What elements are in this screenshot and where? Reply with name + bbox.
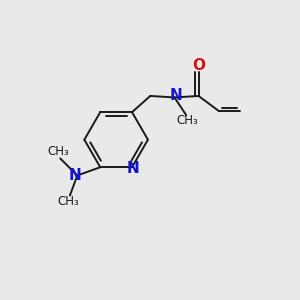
- Text: O: O: [192, 58, 205, 73]
- Text: N: N: [169, 88, 182, 103]
- Text: CH₃: CH₃: [58, 196, 79, 208]
- Text: N: N: [68, 168, 81, 183]
- Text: CH₃: CH₃: [48, 146, 70, 158]
- Text: CH₃: CH₃: [177, 115, 199, 128]
- Text: N: N: [127, 161, 140, 176]
